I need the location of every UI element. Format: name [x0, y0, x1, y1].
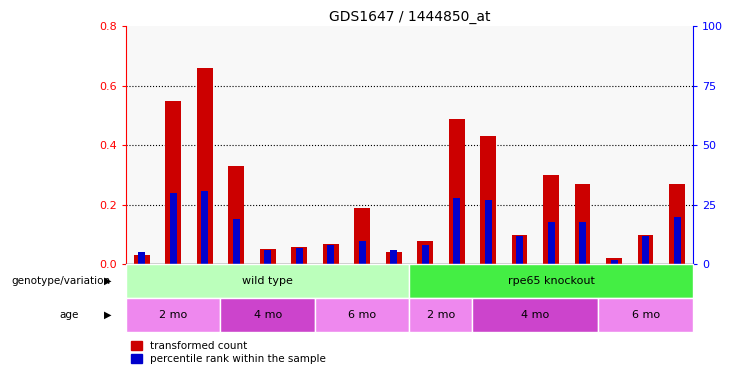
Bar: [579, 222, 586, 264]
Bar: [638, 235, 654, 264]
Text: 2 mo: 2 mo: [159, 310, 187, 320]
Bar: [409, 298, 473, 332]
Bar: [315, 298, 409, 332]
Text: wild type: wild type: [242, 276, 293, 286]
Bar: [417, 241, 433, 264]
Bar: [516, 236, 523, 264]
Bar: [390, 250, 397, 264]
Bar: [386, 252, 402, 264]
Bar: [197, 68, 213, 264]
Bar: [409, 264, 693, 298]
Bar: [327, 245, 334, 264]
Bar: [165, 100, 181, 264]
Bar: [354, 208, 370, 264]
Bar: [138, 252, 145, 264]
Bar: [453, 198, 460, 264]
Bar: [201, 190, 208, 264]
Bar: [548, 222, 555, 264]
Bar: [221, 298, 315, 332]
Text: 2 mo: 2 mo: [427, 310, 455, 320]
Text: age: age: [59, 310, 79, 320]
Text: ▶: ▶: [104, 276, 111, 286]
Bar: [359, 241, 366, 264]
Bar: [512, 235, 528, 264]
Text: ▶: ▶: [104, 310, 111, 320]
Bar: [126, 264, 409, 298]
Bar: [599, 298, 693, 332]
Bar: [575, 184, 591, 264]
Bar: [669, 184, 685, 264]
Bar: [611, 260, 618, 264]
Bar: [422, 245, 429, 264]
Bar: [134, 255, 150, 264]
Bar: [291, 246, 307, 264]
Bar: [449, 118, 465, 264]
Bar: [233, 219, 240, 264]
Bar: [228, 166, 244, 264]
Text: 6 mo: 6 mo: [348, 310, 376, 320]
Legend: transformed count, percentile rank within the sample: transformed count, percentile rank withi…: [131, 341, 326, 364]
Bar: [323, 243, 339, 264]
Text: rpe65 knockout: rpe65 knockout: [508, 276, 594, 286]
Bar: [260, 249, 276, 264]
Bar: [296, 248, 303, 264]
Bar: [126, 298, 221, 332]
Bar: [485, 200, 492, 264]
Bar: [170, 193, 177, 264]
Text: 4 mo: 4 mo: [521, 310, 550, 320]
Bar: [543, 175, 559, 264]
Bar: [473, 298, 598, 332]
Bar: [642, 236, 649, 264]
Text: 6 mo: 6 mo: [631, 310, 659, 320]
Bar: [606, 258, 622, 264]
Bar: [480, 136, 496, 264]
Title: GDS1647 / 1444850_at: GDS1647 / 1444850_at: [329, 10, 490, 24]
Bar: [674, 217, 681, 264]
Bar: [264, 250, 271, 264]
Text: genotype/variation: genotype/variation: [11, 276, 110, 286]
Text: 4 mo: 4 mo: [253, 310, 282, 320]
